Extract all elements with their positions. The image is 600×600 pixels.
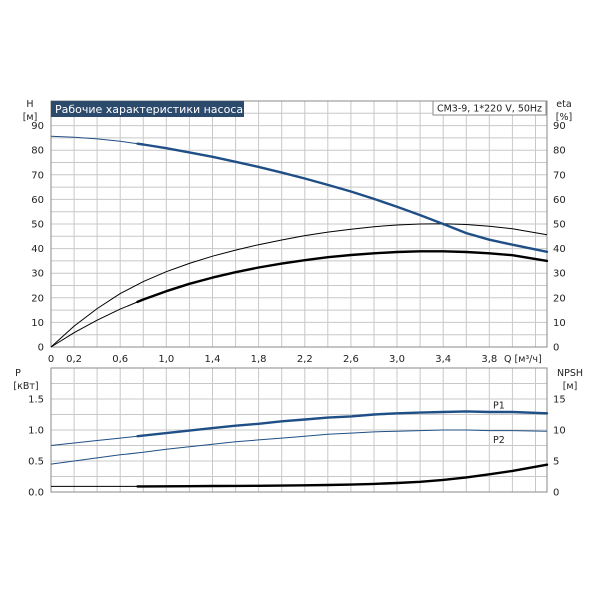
y2-tick-label: 40 xyxy=(553,244,566,255)
y2-tick-label: 70 xyxy=(553,170,566,181)
power-p1-curve-operating xyxy=(136,410,549,438)
x-tick-label: 0 xyxy=(48,354,54,365)
x-axis-label-flow: Q [м³/ч] xyxy=(504,354,542,365)
y-tick-label: 30 xyxy=(31,269,44,280)
top-chart-series xyxy=(50,135,549,348)
x-tick-label: 0,6 xyxy=(112,354,128,365)
series-label-p2: P2 xyxy=(493,435,505,446)
y-tick-label: 0.0 xyxy=(28,488,44,499)
top-plot-frame xyxy=(50,100,548,348)
chart-title-background xyxy=(51,101,244,117)
power-p1-curve xyxy=(50,410,548,446)
y2-tick-label: 5 xyxy=(553,457,559,468)
y2-tick-label: 80 xyxy=(553,146,566,157)
left-axis-unit-head: [м] xyxy=(23,112,38,123)
y2-tick-label: 50 xyxy=(553,220,566,231)
y2-tick-label: 0 xyxy=(553,343,559,354)
head-curve-operating xyxy=(136,142,549,253)
left-axis-label-head: H xyxy=(26,99,33,110)
y2-tick-label: 60 xyxy=(553,195,566,206)
x-tick-label: 1,0 xyxy=(158,354,174,365)
x-tick-label: 2,6 xyxy=(343,354,359,365)
y2-tick-label: 10 xyxy=(553,426,566,437)
y-tick-label: 50 xyxy=(31,220,44,231)
y-tick-label: 0.5 xyxy=(28,457,44,468)
y2-tick-label: 0 xyxy=(553,488,559,499)
npsh-curve-operating xyxy=(136,463,549,488)
series-labels: P1 P2 xyxy=(493,400,505,446)
x-tick-label: 0,2 xyxy=(66,354,82,365)
y-tick-label: 80 xyxy=(31,146,44,157)
x-tick-label: 1,4 xyxy=(205,354,221,365)
bottom-plot-frame xyxy=(50,367,548,493)
right-axis-label-eta: eta xyxy=(556,99,571,110)
y-tick-label: 60 xyxy=(31,195,44,206)
y2-tick-label: 90 xyxy=(553,121,566,132)
x-tick-label: 3,0 xyxy=(389,354,405,365)
efficiency-curve xyxy=(50,250,548,348)
y-tick-label: 70 xyxy=(31,170,44,181)
y-tick-label: 1.0 xyxy=(28,426,44,437)
top-chart-grid xyxy=(51,101,547,347)
right-axis-unit-npsh: [м] xyxy=(563,381,578,392)
x-tick-label: 1,8 xyxy=(251,354,267,365)
efficiency-curve-operating xyxy=(136,250,549,304)
chart-subtitle: CM3-9, 1*220 V, 50Hz xyxy=(437,104,542,115)
bottom-chart-tick-labels: 0.0 0.5 1.0 1.5 0 5 10 15 xyxy=(28,395,566,499)
y-tick-label: 10 xyxy=(31,318,44,329)
left-axis-unit-power: [кВт] xyxy=(13,381,38,392)
y-tick-label: 90 xyxy=(31,121,44,132)
chart-subtitle-box xyxy=(432,100,547,116)
power-p2-curve xyxy=(50,429,548,465)
right-axis-unit-eta: [%] xyxy=(556,112,572,123)
series-label-p1: P1 xyxy=(493,400,505,411)
y2-tick-label: 20 xyxy=(553,293,566,304)
chart-title: Рабочие характеристики насоса xyxy=(55,103,243,116)
x-tick-label: 2,2 xyxy=(297,354,313,365)
y-tick-label: 1.5 xyxy=(28,395,44,406)
x-tick-label: 3,8 xyxy=(481,354,497,365)
x-tick-label: 3,4 xyxy=(435,354,451,365)
right-axis-label-npsh: NPSH xyxy=(557,368,583,379)
bottom-chart-series xyxy=(50,410,549,488)
y2-tick-label: 30 xyxy=(553,269,566,280)
top-chart-tick-labels: 0 0,2 0,6 1,0 1,4 1,8 2,2 2,6 3,0 3,4 3,8 0 10 20 30 40… xyxy=(31,121,565,365)
y2-tick-label: 10 xyxy=(553,318,566,329)
y-tick-label: 20 xyxy=(31,293,44,304)
y-tick-label: 40 xyxy=(31,244,44,255)
y-tick-label: 0 xyxy=(38,343,44,354)
left-axis-label-power: P xyxy=(15,368,21,379)
efficiency-thin-curve xyxy=(50,223,548,348)
y2-tick-label: 15 xyxy=(553,395,566,406)
